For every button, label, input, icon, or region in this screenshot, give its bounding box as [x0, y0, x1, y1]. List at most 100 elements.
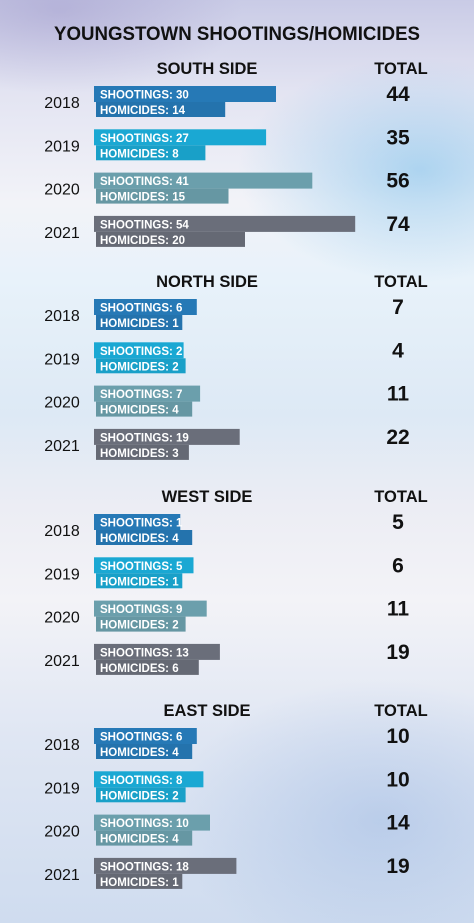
section-header: WEST SIDE: [162, 488, 253, 506]
homicides-bar: [96, 530, 193, 545]
shootings-label: SHOOTINGS: 7: [100, 389, 182, 401]
section-header: SOUTH SIDE: [157, 60, 258, 78]
year-label: 2020: [44, 824, 80, 841]
total-value: 35: [386, 126, 410, 149]
total-value: 5: [392, 511, 404, 534]
shootings-label: SHOOTINGS: 27: [100, 133, 189, 145]
section-west-side: WEST SIDE TOTAL 2018 SHOOTINGS: 1 HOMICIDES:…: [44, 488, 428, 675]
year-label: 2019: [44, 566, 80, 583]
year-label: 2021: [44, 438, 80, 455]
section-header: NORTH SIDE: [156, 273, 258, 291]
year-label: 2018: [44, 308, 80, 325]
shootings-bar: [94, 342, 184, 359]
homicides-label: HOMICIDES: 2: [100, 790, 179, 802]
total-value: 74: [386, 213, 410, 236]
shootings-label: SHOOTINGS: 5: [100, 561, 183, 573]
shootings-label: SHOOTINGS: 10: [100, 818, 189, 830]
data-row: 2018 SHOOTINGS: 1 HOMICIDES: 4 5: [44, 511, 404, 545]
homicides-bar: [96, 616, 186, 632]
homicides-label: HOMICIDES: 3: [100, 448, 179, 460]
total-header: TOTAL: [374, 273, 427, 291]
section-north-side: NORTH SIDE TOTAL 2018 SHOOTINGS: 6 HOMICIDES…: [44, 273, 428, 460]
total-value: 44: [386, 83, 410, 106]
total-value: 19: [386, 641, 409, 664]
shootings-bar: [94, 215, 356, 232]
homicides-label: HOMICIDES: 15: [100, 192, 186, 204]
section-header: EAST SIDE: [163, 702, 250, 720]
shootings-label: SHOOTINGS: 9: [100, 604, 182, 616]
data-row: 2020 SHOOTINGS: 41 HOMICIDES: 15 56: [44, 170, 410, 204]
homicides-label: HOMICIDES: 2: [100, 361, 179, 373]
homicides-label: HOMICIDES: 1: [100, 318, 179, 330]
homicides-bar: [96, 659, 199, 675]
year-label: 2018: [44, 523, 80, 540]
shootings-bar: [94, 557, 194, 574]
homicides-label: HOMICIDES: 20: [100, 235, 185, 247]
year-label: 2021: [44, 867, 80, 884]
section-east-side: EAST SIDE TOTAL 2018 SHOOTINGS: 6 HOMICIDES:…: [44, 702, 428, 889]
shootings-bar: [94, 385, 201, 402]
shootings-label: SHOOTINGS: 6: [100, 303, 182, 315]
total-value: 10: [386, 725, 409, 748]
total-value: 19: [386, 855, 409, 878]
shootings-label: SHOOTINGS: 30: [100, 90, 189, 102]
homicides-label: HOMICIDES: 4: [100, 834, 179, 846]
data-row: 2021 SHOOTINGS: 18 HOMICIDES: 1 19: [44, 855, 410, 889]
data-row: 2020 SHOOTINGS: 9 HOMICIDES: 2 11: [44, 598, 409, 632]
year-label: 2019: [44, 138, 80, 155]
year-label: 2018: [44, 95, 80, 112]
homicides-bar: [96, 830, 193, 846]
homicides-bar: [96, 102, 226, 117]
total-header: TOTAL: [374, 60, 427, 78]
shootings-bar: [94, 299, 197, 315]
homicides-bar: [96, 401, 193, 417]
total-value: 10: [386, 768, 409, 791]
data-row: 2019 SHOOTINGS: 5 HOMICIDES: 1 6: [44, 554, 404, 589]
shootings-bar: [94, 129, 267, 146]
shootings-label: SHOOTINGS: 8: [100, 775, 183, 787]
year-label: 2020: [44, 182, 80, 199]
shootings-bar: [94, 514, 181, 530]
shootings-label: SHOOTINGS: 1: [100, 518, 183, 530]
homicides-label: HOMICIDES: 1: [100, 877, 179, 889]
homicides-bar: [96, 315, 183, 330]
homicides-bar: [96, 573, 183, 589]
shootings-bar: [94, 857, 237, 874]
data-row: 2021 SHOOTINGS: 19 HOMICIDES: 3 22: [44, 426, 410, 460]
shootings-label: SHOOTINGS: 6: [100, 732, 182, 744]
total-value: 4: [392, 339, 404, 362]
total-value: 7: [392, 296, 404, 319]
homicides-bar: [96, 188, 229, 204]
data-row: 2021 SHOOTINGS: 54 HOMICIDES: 20 74: [44, 213, 410, 247]
homicides-label: HOMICIDES: 14: [100, 105, 186, 117]
shootings-bar: [94, 172, 313, 189]
data-row: 2018 SHOOTINGS: 6 HOMICIDES: 4 10: [44, 725, 410, 759]
homicides-label: HOMICIDES: 4: [100, 533, 179, 545]
data-row: 2018 SHOOTINGS: 30 HOMICIDES: 14 44: [44, 83, 410, 117]
year-label: 2021: [44, 653, 80, 670]
year-label: 2018: [44, 737, 80, 754]
shootings-bar: [94, 771, 204, 788]
data-row: 2018 SHOOTINGS: 6 HOMICIDES: 1 7: [44, 296, 404, 330]
total-value: 14: [386, 812, 410, 835]
year-label: 2019: [44, 351, 80, 368]
data-row: 2019 SHOOTINGS: 2 HOMICIDES: 2 4: [44, 339, 404, 374]
chart-title: YOUNGSTOWN SHOOTINGS/HOMICIDES: [54, 23, 420, 45]
shootings-bar: [94, 643, 220, 660]
total-value: 6: [392, 554, 404, 577]
homicides-bar: [96, 358, 186, 374]
year-label: 2019: [44, 780, 80, 797]
homicides-label: HOMICIDES: 1: [100, 576, 179, 588]
shootings-label: SHOOTINGS: 54: [100, 219, 189, 231]
shootings-label: SHOOTINGS: 41: [100, 176, 189, 188]
year-label: 2021: [44, 225, 80, 242]
year-label: 2020: [44, 610, 80, 627]
total-value: 11: [387, 383, 410, 406]
total-value: 22: [386, 426, 409, 449]
homicides-bar: [96, 145, 206, 161]
homicides-label: HOMICIDES: 6: [100, 663, 179, 675]
data-row: 2021 SHOOTINGS: 13 HOMICIDES: 6 19: [44, 641, 410, 675]
shootings-label: SHOOTINGS: 19: [100, 432, 189, 444]
data-row: 2020 SHOOTINGS: 10 HOMICIDES: 4 14: [44, 812, 410, 846]
